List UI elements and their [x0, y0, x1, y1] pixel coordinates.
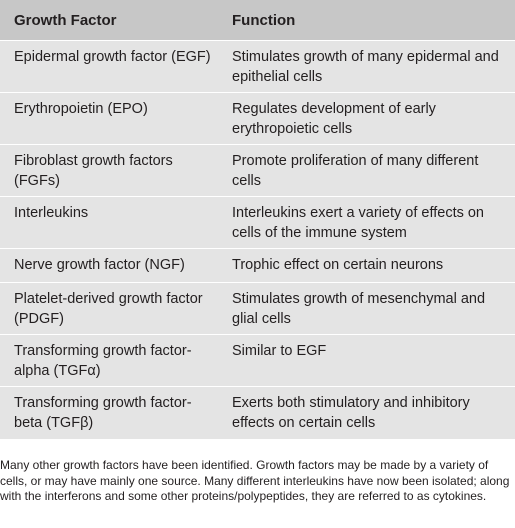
table-row: Transforming growth factor-alpha (TGFα) …	[0, 334, 515, 387]
growth-factor-cell: Epidermal growth factor (EGF)	[0, 40, 222, 93]
table-row: Platelet-derived growth factor (PDGF) St…	[0, 282, 515, 335]
table-row: Epidermal growth factor (EGF) Stimulates…	[0, 40, 515, 93]
growth-factor-cell: Erythropoietin (EPO)	[0, 92, 222, 145]
growth-factor-cell: Interleukins	[0, 196, 222, 249]
function-cell: Regulates development of early erythropo…	[222, 92, 515, 145]
table-row: Erythropoietin (EPO) Regulates developme…	[0, 92, 515, 145]
table-row: Fibroblast growth factors (FGFs) Promote…	[0, 144, 515, 197]
table-row: Interleukins Interleukins exert a variet…	[0, 196, 515, 249]
function-cell: Exerts both stimulatory and inhibitory e…	[222, 386, 515, 439]
function-cell: Stimulates growth of mesenchymal and gli…	[222, 282, 515, 335]
table-header-row: Growth Factor Function	[0, 0, 515, 41]
growth-factor-cell: Fibroblast growth factors (FGFs)	[0, 144, 222, 197]
column-header-function: Function	[222, 0, 515, 41]
function-cell: Trophic effect on certain neurons	[222, 248, 515, 283]
table-row: Nerve growth factor (NGF) Trophic effect…	[0, 248, 515, 283]
function-cell: Stimulates growth of many epidermal and …	[222, 40, 515, 93]
growth-factor-table: Growth Factor Function Epidermal growth …	[0, 0, 515, 439]
function-cell: Similar to EGF	[222, 334, 515, 387]
growth-factor-cell: Platelet-derived growth factor (PDGF)	[0, 282, 222, 335]
table-footnote: Many other growth factors have been iden…	[0, 458, 510, 503]
function-cell: Interleukins exert a variety of effects …	[222, 196, 515, 249]
growth-factor-cell: Transforming growth factor-beta (TGFβ)	[0, 386, 222, 439]
growth-factor-cell: Transforming growth factor-alpha (TGFα)	[0, 334, 222, 387]
table-row: Transforming growth factor-beta (TGFβ) E…	[0, 386, 515, 439]
function-cell: Promote proliferation of many different …	[222, 144, 515, 197]
growth-factor-cell: Nerve growth factor (NGF)	[0, 248, 222, 283]
column-header-growth-factor: Growth Factor	[0, 0, 222, 41]
